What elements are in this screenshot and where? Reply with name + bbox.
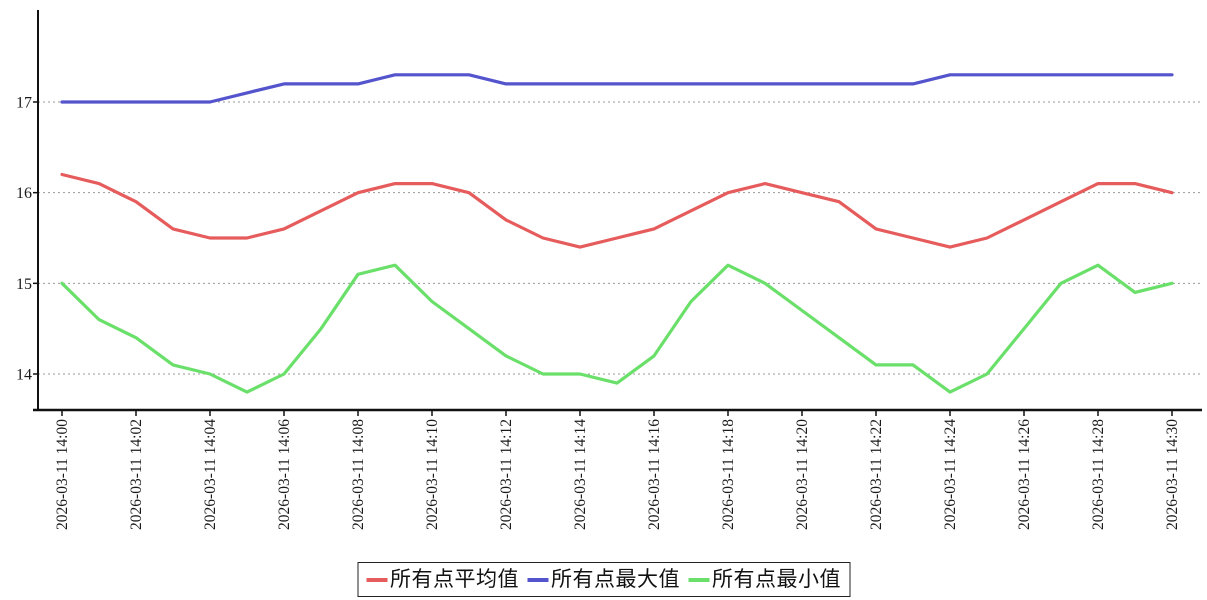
x-axis-label: 2026-03-11 14:20 — [794, 419, 811, 530]
series-min-line — [60, 263, 1174, 394]
x-axis-label: 2026-03-11 14:28 — [1090, 419, 1107, 530]
x-axis-label: 2026-03-11 14:22 — [868, 419, 885, 530]
x-axis-label: 2026-03-11 14:04 — [202, 419, 219, 530]
series-average-line — [60, 172, 1174, 249]
legend-label-average: 所有点平均值 — [390, 567, 519, 591]
x-axis-label: 2026-03-11 14:16 — [646, 419, 663, 530]
x-axis-label: 2026-03-11 14:30 — [1164, 419, 1181, 530]
chart-legend: 所有点平均值 所有点最大值 所有点最小值 — [357, 562, 850, 597]
legend-item-max: 所有点最大值 — [519, 565, 680, 593]
x-axis-label: 2026-03-11 14:14 — [572, 419, 589, 530]
x-axis-label: 2026-03-11 14:06 — [276, 419, 293, 530]
x-axis-label: 2026-03-11 14:10 — [424, 419, 441, 530]
legend-item-min: 所有点最小值 — [680, 565, 841, 593]
x-axis-label: 2026-03-11 14:24 — [942, 419, 959, 530]
y-axis-label-16: 16 — [16, 185, 32, 202]
legend-dash-min-icon — [688, 578, 709, 582]
legend-label-min: 所有点最小值 — [712, 567, 841, 591]
y-axis-label-15: 15 — [16, 276, 32, 293]
legend-dash-average-icon — [366, 578, 387, 582]
x-axis-label: 2026-03-11 14:08 — [350, 419, 367, 530]
x-axis-label: 2026-03-11 14:00 — [54, 419, 71, 530]
x-axis-label: 2026-03-11 14:02 — [128, 419, 145, 530]
legend-item-average: 所有点平均值 — [366, 565, 519, 593]
y-axis-label-17: 17 — [16, 94, 32, 111]
legend-dash-max-icon — [527, 578, 548, 582]
series-max-line — [60, 73, 1174, 104]
x-axis-label: 2026-03-11 14:26 — [1016, 419, 1033, 530]
legend-label-max: 所有点最大值 — [551, 567, 680, 591]
x-axis-label: 2026-03-11 14:18 — [720, 419, 737, 530]
y-axis-label-14: 14 — [16, 367, 32, 384]
x-axis-label: 2026-03-11 14:12 — [498, 419, 515, 530]
